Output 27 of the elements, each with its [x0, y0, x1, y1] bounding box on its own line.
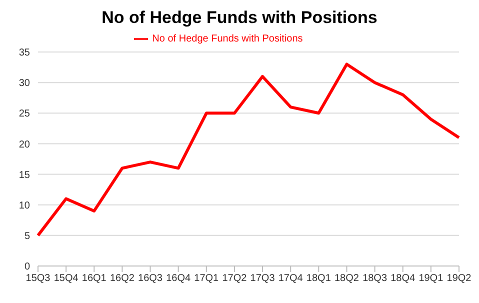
- x-tick-label: 18Q1: [306, 273, 332, 284]
- x-tick-label: 15Q3: [26, 273, 51, 284]
- x-tick-label: 17Q3: [250, 273, 276, 284]
- x-tick-label: 18Q2: [334, 273, 360, 284]
- y-tick-label: 25: [18, 108, 30, 120]
- y-tick-label: 0: [24, 262, 30, 273]
- x-tick-label: 16Q2: [110, 273, 135, 284]
- line-series: [36, 62, 460, 237]
- x-tick-label: 17Q1: [194, 273, 220, 284]
- y-tick-label: 30: [18, 78, 30, 90]
- y-tick-label: 35: [18, 48, 30, 59]
- x-tick-label: 16Q1: [82, 273, 107, 284]
- x-tick-label: 15Q4: [54, 273, 79, 284]
- y-tick-label: 10: [18, 200, 30, 212]
- y-tick-label: 5: [24, 230, 30, 242]
- y-tick-label: 15: [18, 170, 30, 181]
- y-tick-label: 20: [18, 139, 30, 150]
- legend-label: No of Hedge Funds with Positions: [152, 34, 303, 45]
- x-tick-label: 18Q3: [362, 273, 388, 284]
- x-tick-label: 16Q3: [138, 273, 163, 284]
- x-tick-label: 19Q2: [446, 273, 472, 284]
- x-tick-label: 19Q1: [418, 273, 444, 284]
- chart-title: No of Hedge Funds with Positions: [100, 8, 378, 28]
- x-tick-label: 17Q4: [278, 273, 304, 284]
- x-tick-label: 16Q4: [166, 273, 191, 284]
- x-tick-label: 18Q4: [390, 273, 416, 284]
- x-tick-label: 17Q2: [222, 273, 248, 284]
